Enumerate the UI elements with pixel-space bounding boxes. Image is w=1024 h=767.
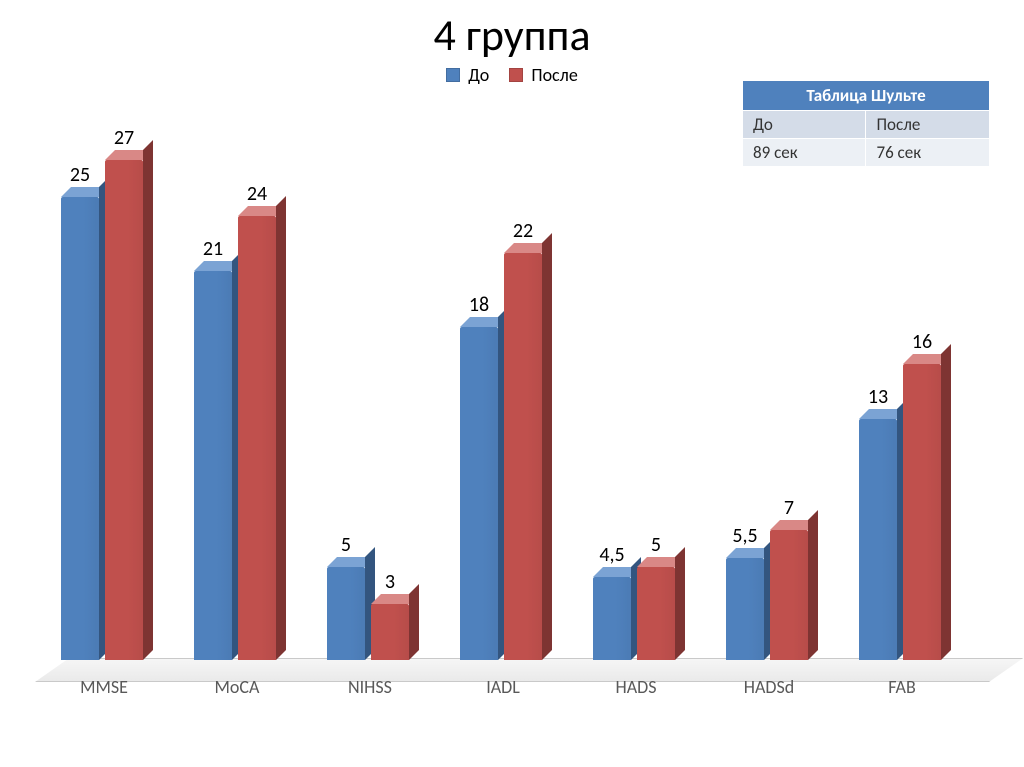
bar: 4,5 <box>593 577 631 660</box>
legend-label-before: До <box>468 64 489 86</box>
bar-value-label: 21 <box>183 237 243 261</box>
bar: 27 <box>105 160 143 660</box>
category-label: NIHSS <box>315 676 425 698</box>
bar: 18 <box>460 327 498 660</box>
legend-swatch-after <box>509 68 523 82</box>
bar-value-label: 5 <box>626 533 686 557</box>
bar: 7 <box>770 530 808 660</box>
bar-value-label: 22 <box>493 219 553 243</box>
category-label: FAB <box>847 676 957 698</box>
bar-value-label: 24 <box>227 182 287 206</box>
bar-value-label: 18 <box>449 293 509 317</box>
bar: 13 <box>859 419 897 660</box>
bar: 5 <box>637 567 675 660</box>
bar: 22 <box>504 253 542 660</box>
legend-swatch-before <box>446 68 460 82</box>
bar: 3 <box>371 604 409 660</box>
bar-side <box>143 140 153 660</box>
category-label: HADSd <box>714 676 824 698</box>
bar-value-label: 5,5 <box>715 524 775 548</box>
bar-side <box>409 584 419 660</box>
legend-label-after: После <box>531 64 577 86</box>
page-title: 4 группа <box>0 8 1024 62</box>
legend-item-after: После <box>509 64 578 86</box>
bar-value-label: 27 <box>94 126 154 150</box>
bar-value-label: 13 <box>848 385 908 409</box>
bar: 16 <box>903 364 941 660</box>
bar-value-label: 7 <box>759 496 819 520</box>
chart-plot: 2527MMSE2124MoCA53NIHSS1822IADL4,55HADS5… <box>35 120 989 660</box>
bar-side <box>808 510 818 660</box>
category-label: HADS <box>581 676 691 698</box>
bar-chart: 2527MMSE2124MoCA53NIHSS1822IADL4,55HADS5… <box>35 120 989 720</box>
bar: 25 <box>61 197 99 660</box>
category-label: MMSE <box>49 676 159 698</box>
bar-side <box>941 344 951 660</box>
side-table-title: Таблица Шульте <box>743 81 990 111</box>
bar: 5,5 <box>726 558 764 660</box>
bar-value-label: 25 <box>50 163 110 187</box>
category-label: MoCA <box>182 676 292 698</box>
bar: 24 <box>238 216 276 660</box>
bar-value-label: 3 <box>360 570 420 594</box>
bar-value-label: 16 <box>892 330 952 354</box>
bar-side <box>542 233 552 660</box>
category-label: IADL <box>448 676 558 698</box>
bar: 21 <box>194 271 232 660</box>
legend-item-before: До <box>446 64 489 86</box>
bar-side <box>675 547 685 660</box>
bar-value-label: 5 <box>316 533 376 557</box>
bar-side <box>276 196 286 660</box>
